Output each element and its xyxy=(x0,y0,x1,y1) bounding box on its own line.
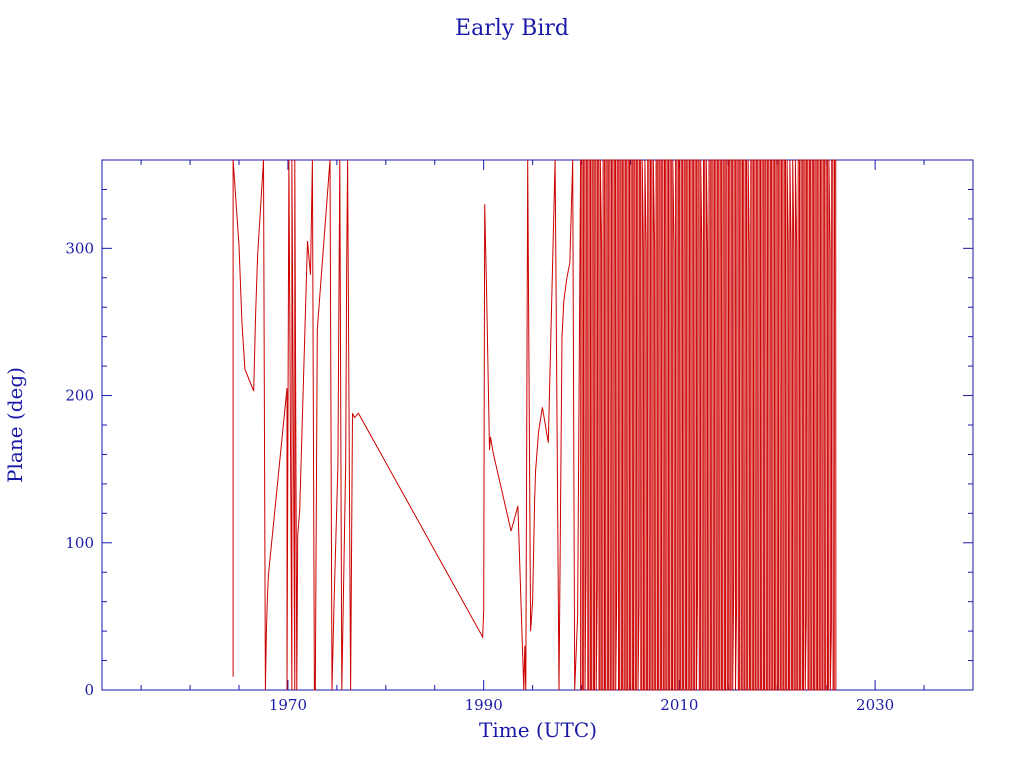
x-tick-label: 1990 xyxy=(465,696,503,714)
series-line-oscillation xyxy=(580,159,837,691)
y-tick-label: 100 xyxy=(65,534,94,552)
chart-title: Early Bird xyxy=(455,16,569,41)
x-tick-label: 2010 xyxy=(660,696,698,714)
x-tick-label: 1970 xyxy=(269,696,307,714)
y-tick-label: 300 xyxy=(65,239,94,257)
x-axis-label: Time (UTC) xyxy=(479,718,597,742)
x-tick-label: 2030 xyxy=(856,696,894,714)
y-tick-label: 200 xyxy=(65,387,94,405)
y-tick-label: 0 xyxy=(84,681,94,699)
series-line-early xyxy=(232,159,582,691)
